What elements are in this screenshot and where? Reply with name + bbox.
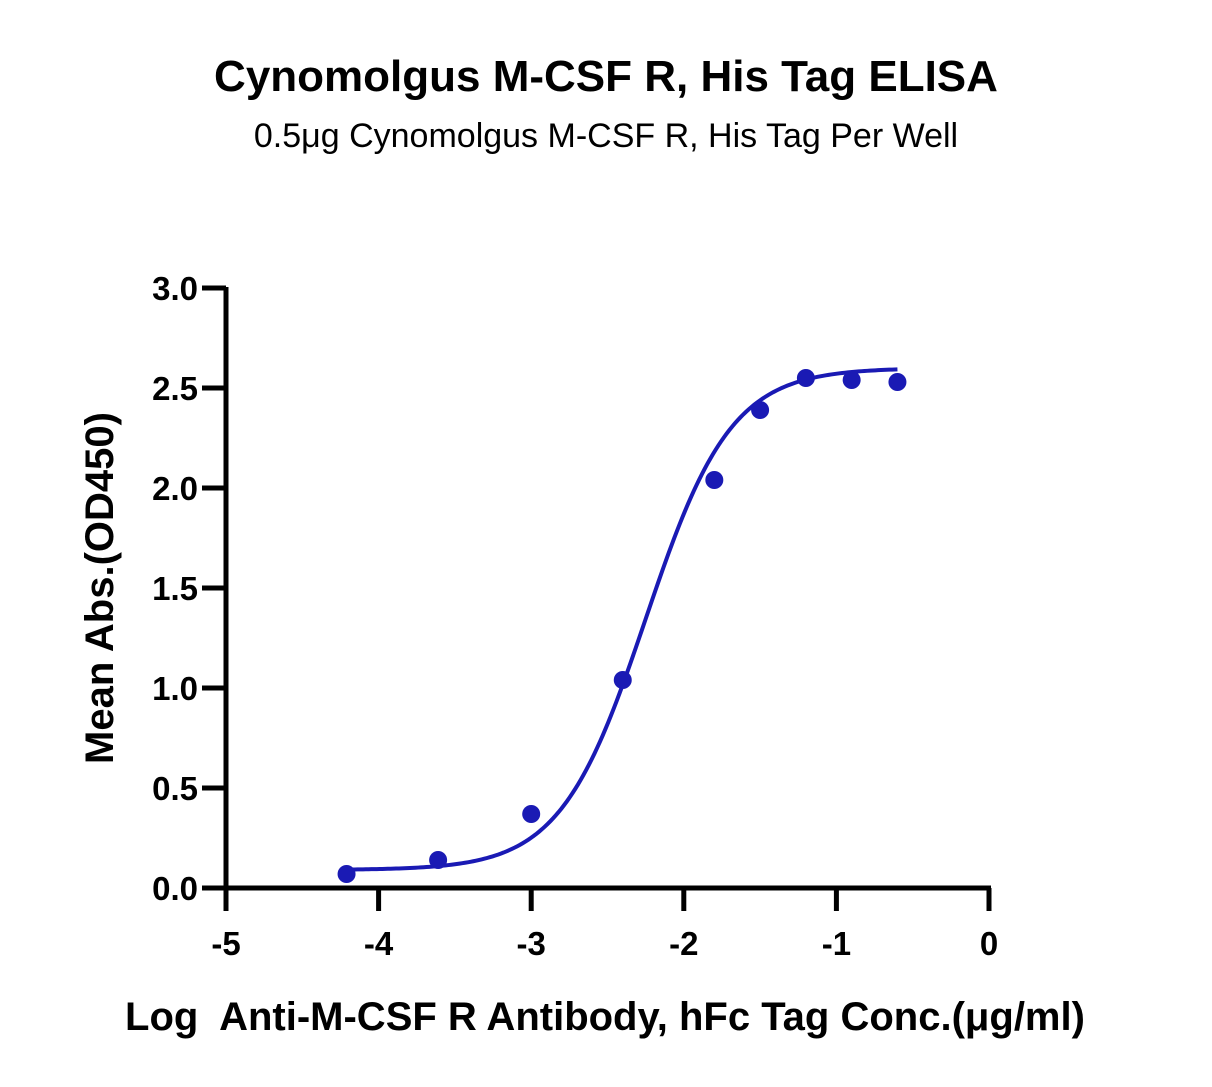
y-axis-title: Mean Abs.(OD450) (78, 412, 122, 764)
data-point (337, 865, 356, 883)
x-tick-label: -1 (822, 925, 851, 962)
data-point (522, 805, 541, 823)
fit-curve (346, 367, 898, 872)
data-point (613, 671, 632, 689)
data-point (842, 371, 861, 389)
y-tick-label: 1.5 (152, 570, 198, 607)
chart-subtitle: 0.5μg Cynomolgus M-CSF R, His Tag Per We… (253, 117, 959, 155)
data-point (888, 373, 907, 391)
y-tick-label: 3.0 (152, 270, 198, 307)
x-axis: -5 -4 -3 -2 -1 0 (211, 885, 998, 962)
y-tick-label: 2.5 (152, 370, 198, 407)
data-point (429, 851, 448, 869)
y-tick-label: 0.0 (152, 870, 198, 907)
chart-title: Cynomolgus M-CSF R, His Tag ELISA (214, 52, 998, 101)
x-axis-title: Log Anti-M-CSF R Antibody, hFc Tag Conc.… (125, 995, 1085, 1039)
y-tick-label: 0.5 (152, 770, 198, 807)
x-tick-label: -4 (364, 925, 394, 962)
x-tick-label: -5 (211, 925, 240, 962)
x-tick-label: 0 (980, 925, 998, 962)
y-tick-label: 1.0 (152, 670, 198, 707)
x-tick-label: -2 (669, 925, 698, 962)
x-tick-label: -3 (517, 925, 546, 962)
data-point (751, 401, 770, 419)
data-point (796, 369, 815, 387)
y-axis: 0.0 0.5 1.0 1.5 2.0 2.5 3.0 (152, 270, 229, 907)
data-point (705, 471, 724, 489)
y-tick-label: 2.0 (152, 470, 198, 507)
